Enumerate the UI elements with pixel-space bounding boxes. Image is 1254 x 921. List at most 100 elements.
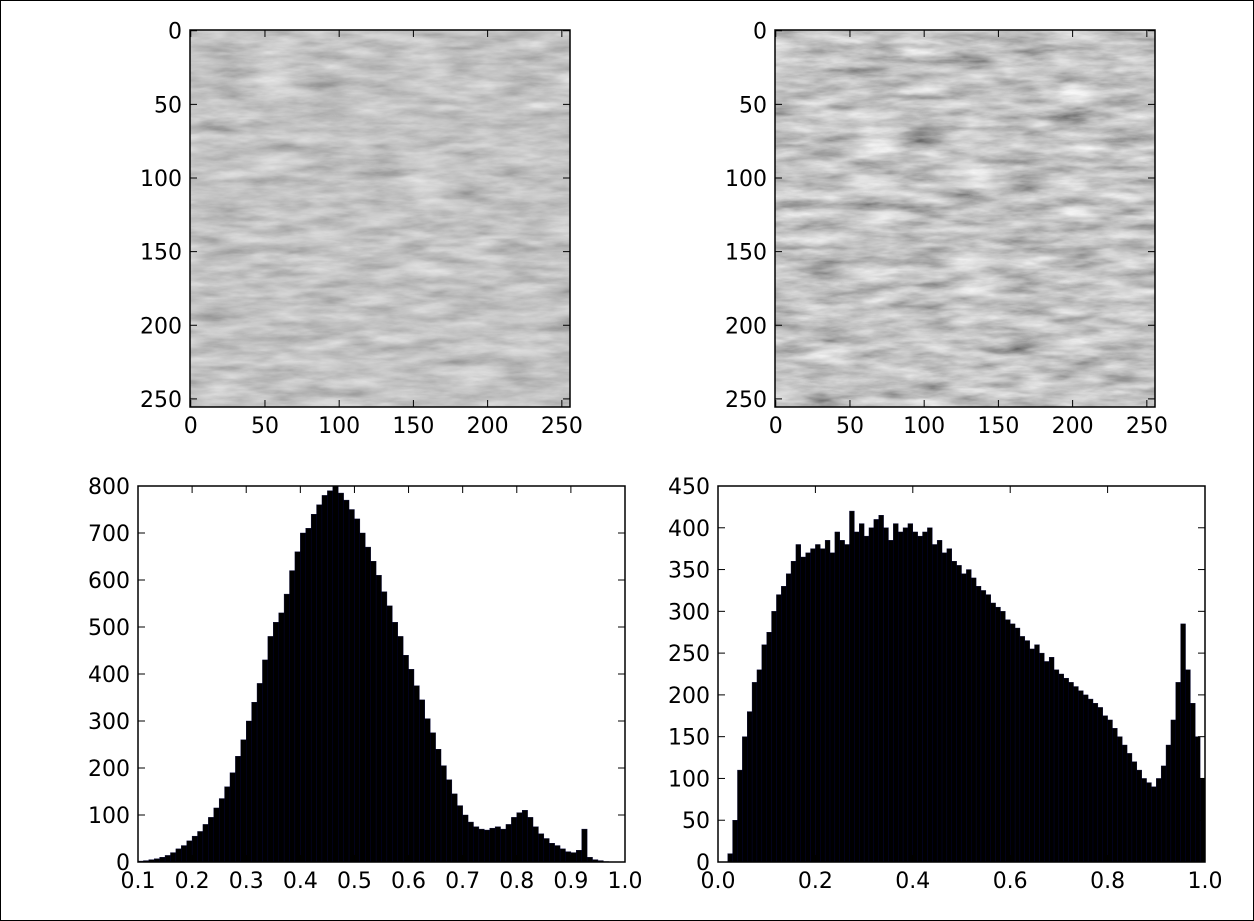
bar	[565, 851, 572, 863]
bar	[1180, 623, 1186, 863]
y-tick-label: 50	[739, 93, 767, 118]
bar	[834, 531, 840, 863]
y-tick-label: 200	[668, 684, 710, 709]
bar	[343, 499, 350, 863]
bar	[576, 850, 582, 863]
axes-frame	[774, 29, 1156, 408]
y-tick-label: 0	[168, 20, 182, 45]
bar	[1058, 673, 1064, 863]
bar	[971, 577, 977, 863]
bar	[235, 756, 242, 863]
bar	[1146, 782, 1152, 863]
bar	[370, 561, 377, 863]
bar	[1073, 686, 1079, 863]
bar	[805, 552, 811, 863]
bar	[854, 531, 860, 863]
bar	[359, 532, 366, 863]
bar	[883, 527, 889, 863]
bar	[1039, 652, 1045, 863]
bar	[197, 831, 204, 863]
bar	[902, 527, 909, 863]
x-tick-label: 250	[541, 414, 583, 439]
bar	[538, 833, 545, 863]
bar	[397, 636, 404, 863]
bar	[251, 702, 258, 863]
x-tick-label: 100	[903, 414, 945, 439]
x-tick-label: 0.4	[895, 869, 930, 894]
bar	[1078, 690, 1084, 863]
bar	[267, 636, 274, 863]
bar	[1097, 707, 1103, 863]
x-tick-label: 0.3	[229, 869, 264, 894]
bar	[1156, 778, 1162, 863]
bar	[521, 810, 528, 863]
bar	[467, 821, 474, 863]
bar	[1190, 703, 1196, 863]
bar	[839, 540, 845, 863]
bar	[932, 544, 938, 863]
bar	[893, 523, 899, 863]
bar	[229, 772, 236, 863]
x-tick-label: 150	[977, 414, 1019, 439]
bar	[386, 605, 393, 863]
bar	[505, 824, 512, 863]
bar	[1010, 623, 1016, 863]
y-tick-label: 250	[725, 388, 767, 413]
bar	[941, 552, 948, 863]
x-tick-label: 250	[1126, 414, 1168, 439]
bar	[348, 509, 355, 863]
bar	[516, 812, 523, 863]
bar	[332, 485, 339, 863]
bar	[1044, 661, 1050, 863]
axes-frame	[189, 29, 571, 408]
y-tick-label: 700	[88, 522, 130, 547]
y-tick-label: 450	[668, 475, 710, 500]
bar	[224, 786, 231, 863]
bar	[549, 843, 555, 863]
bar	[824, 540, 831, 863]
bar	[820, 548, 826, 863]
bar	[375, 575, 382, 863]
bar	[300, 532, 306, 863]
bar	[761, 644, 767, 863]
x-tick-label: 200	[1052, 414, 1094, 439]
bar	[218, 798, 225, 863]
bar	[766, 632, 772, 863]
y-tick-label: 150	[725, 241, 767, 266]
bar	[878, 515, 884, 863]
bar	[532, 826, 539, 863]
x-tick-label: 0.5	[337, 869, 372, 894]
bar	[1068, 682, 1074, 863]
bar	[897, 531, 904, 863]
y-tick-label: 300	[668, 600, 710, 625]
x-tick-label: 1.0	[608, 869, 643, 894]
bar	[966, 569, 972, 863]
bar	[844, 544, 850, 863]
bar	[756, 669, 763, 863]
bar	[815, 544, 821, 863]
bar	[338, 492, 344, 863]
bar	[849, 510, 855, 863]
bar	[859, 523, 865, 863]
x-tick-label: 0.6	[391, 869, 426, 894]
bar	[1034, 644, 1040, 863]
bar	[381, 591, 388, 863]
y-tick-label: 50	[682, 809, 710, 834]
y-tick-label: 150	[140, 241, 182, 266]
bar	[554, 845, 561, 863]
bar	[927, 527, 933, 863]
axes-frame	[717, 485, 1206, 863]
bar	[985, 594, 991, 863]
bar	[917, 535, 923, 863]
x-tick-label: 200	[467, 414, 509, 439]
x-tick-label: 100	[318, 414, 360, 439]
y-tick-label: 50	[154, 93, 182, 118]
bar	[936, 540, 943, 863]
bar	[294, 551, 301, 863]
bar	[527, 817, 534, 863]
y-tick-label: 500	[88, 616, 130, 641]
bar	[365, 546, 371, 863]
bar	[451, 793, 458, 863]
x-tick-label: 150	[392, 414, 434, 439]
bar	[800, 556, 806, 863]
